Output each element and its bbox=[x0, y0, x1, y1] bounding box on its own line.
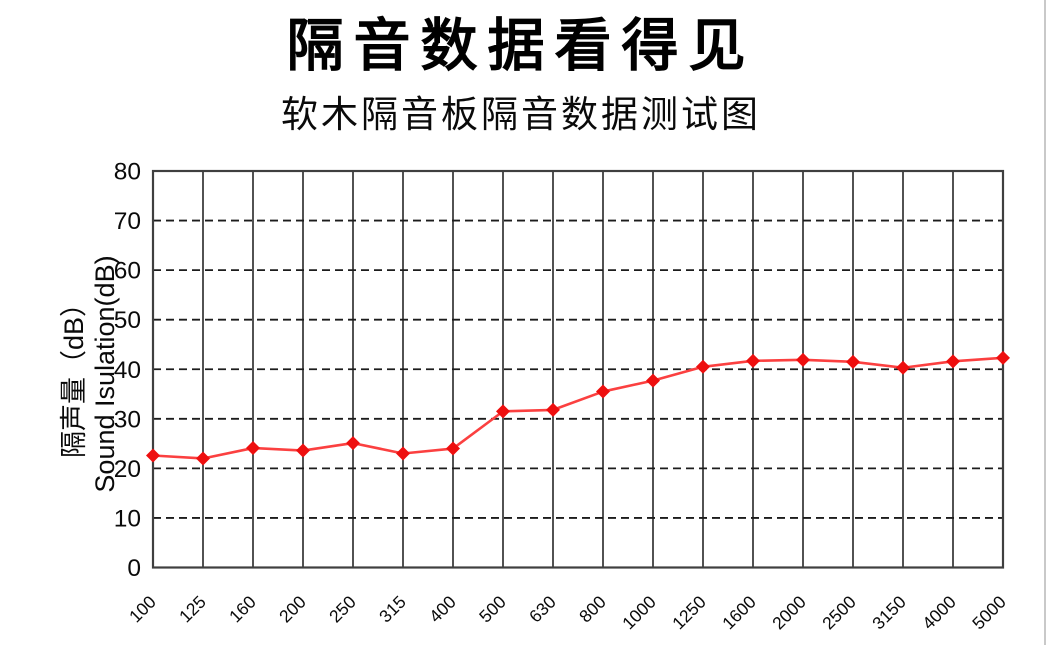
plot-border bbox=[151, 169, 1005, 569]
x-tick-label: 400 bbox=[425, 592, 460, 627]
y-tick-label: 0 bbox=[127, 555, 141, 582]
data-point-marker bbox=[346, 436, 360, 451]
data-point-marker bbox=[446, 441, 460, 456]
data-point-marker bbox=[796, 352, 810, 367]
x-tick-label: 3150 bbox=[868, 592, 910, 634]
data-point-marker bbox=[146, 448, 160, 463]
x-tick-label: 5000 bbox=[968, 592, 1010, 634]
data-point-marker bbox=[896, 360, 910, 375]
y-tick-label: 80 bbox=[114, 159, 141, 186]
data-points bbox=[146, 350, 1010, 466]
x-tick-label: 200 bbox=[275, 592, 310, 627]
y-tick-label: 20 bbox=[114, 456, 141, 483]
x-tick-label: 160 bbox=[225, 592, 260, 627]
x-tick-label: 250 bbox=[325, 592, 360, 627]
x-tick-label: 125 bbox=[175, 592, 210, 627]
page-right-divider bbox=[1044, 0, 1046, 645]
y-tick-label: 50 bbox=[114, 307, 141, 334]
y-tick-label: 70 bbox=[114, 208, 141, 235]
y-tick-label: 60 bbox=[114, 258, 141, 285]
data-point-marker bbox=[846, 354, 860, 369]
data-point-marker bbox=[946, 354, 960, 369]
data-point-marker bbox=[296, 443, 310, 458]
data-point-marker bbox=[396, 446, 410, 461]
data-point-marker bbox=[746, 353, 760, 368]
x-tick-label: 630 bbox=[525, 592, 560, 627]
data-point-marker bbox=[696, 359, 710, 374]
x-tick-label: 2500 bbox=[818, 592, 860, 634]
chart-main-title: 隔音数据看得见 bbox=[286, 14, 756, 78]
x-tick-labels: 100 125 160 200 250 315 400 500 630 800 1000 1250 16… bbox=[125, 592, 1010, 634]
x-tick-label: 100 bbox=[125, 592, 160, 627]
y-tick-labels: 0 10 20 30 40 50 60 70 80 bbox=[114, 159, 141, 583]
data-point-marker bbox=[196, 451, 210, 466]
data-point-marker bbox=[246, 441, 260, 456]
x-tick-label: 1600 bbox=[718, 592, 760, 634]
x-tick-label: 1250 bbox=[668, 592, 710, 634]
x-tick-label: 315 bbox=[375, 592, 410, 627]
y-tick-label: 10 bbox=[114, 505, 141, 532]
x-tick-label: 1000 bbox=[618, 592, 660, 634]
data-point-marker bbox=[496, 404, 510, 419]
x-tick-label: 500 bbox=[475, 592, 510, 627]
data-line bbox=[152, 356, 1004, 460]
x-tick-label: 800 bbox=[575, 592, 610, 627]
y-tick-label: 30 bbox=[114, 406, 141, 433]
data-point-marker bbox=[996, 350, 1010, 365]
data-point-marker bbox=[596, 384, 610, 399]
data-point-marker bbox=[546, 402, 560, 417]
y-tick-label: 40 bbox=[114, 357, 141, 384]
chart-subtitle: 软木隔音板隔音数据测试图 bbox=[281, 94, 761, 135]
horizontal-dashed-gridlines bbox=[153, 219, 1003, 519]
data-point-marker bbox=[646, 373, 660, 388]
x-tick-label: 2000 bbox=[768, 592, 810, 634]
x-tick-label: 4000 bbox=[918, 592, 960, 634]
